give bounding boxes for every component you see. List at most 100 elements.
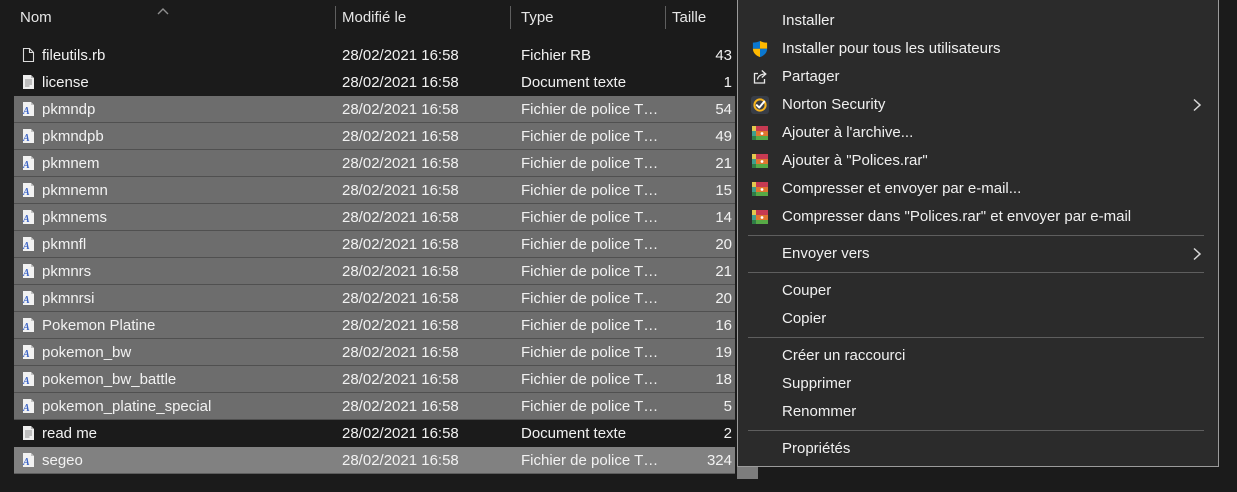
file-type-cell: Fichier de police T… <box>521 371 659 388</box>
file-row[interactable]: A pokemon_bw 28/02/2021 16:58 Fichier de… <box>14 339 735 366</box>
menu-item-label: Renommer <box>782 403 857 420</box>
context-menu-item[interactable]: Installer pour tous les utilisateurs <box>738 35 1218 63</box>
file-modified-cell: 28/02/2021 16:58 <box>342 236 459 253</box>
context-menu-item[interactable]: Installer <box>738 7 1218 35</box>
file-type-cell: Fichier de police T… <box>521 155 659 172</box>
file-modified-cell: 28/02/2021 16:58 <box>342 128 459 145</box>
context-menu-item[interactable]: Partager <box>738 63 1218 91</box>
file-row[interactable]: A pkmndp 28/02/2021 16:58 Fichier de pol… <box>14 96 735 123</box>
sort-ascending-icon <box>155 3 171 15</box>
context-menu-item[interactable]: Renommer <box>738 398 1218 426</box>
file-type-cell: Fichier de police T… <box>521 344 659 361</box>
menu-item-label: Compresser et envoyer par e-mail... <box>782 180 1022 197</box>
column-header-type[interactable]: Type <box>521 9 554 26</box>
file-row[interactable]: fileutils.rb 28/02/2021 16:58 Fichier RB… <box>14 42 735 69</box>
file-name-cell: pkmndp <box>42 101 96 118</box>
menu-item-label: Envoyer vers <box>782 245 870 262</box>
column-header-modified[interactable]: Modifié le <box>342 9 407 26</box>
menu-item-label: Compresser dans "Polices.rar" et envoyer… <box>782 208 1132 225</box>
file-row[interactable]: A Pokemon Platine 28/02/2021 16:58 Fichi… <box>14 312 735 339</box>
font-file-icon: A <box>20 236 36 252</box>
chevron-right-icon <box>1192 98 1202 112</box>
svg-text:A: A <box>22 322 30 333</box>
menu-item-label: Partager <box>782 68 840 85</box>
winrar-icon <box>751 208 769 226</box>
svg-text:A: A <box>22 241 30 252</box>
font-file-icon: A <box>20 182 36 198</box>
file-row[interactable]: A pkmndpb 28/02/2021 16:58 Fichier de po… <box>14 123 735 150</box>
file-type-cell: Fichier de police T… <box>521 182 659 199</box>
uac-shield-icon <box>751 40 769 58</box>
column-resize-handle[interactable] <box>665 6 666 29</box>
context-menu-item[interactable]: Ajouter à l'archive... <box>738 119 1218 147</box>
column-resize-handle[interactable] <box>335 6 336 29</box>
file-row[interactable]: A pokemon_bw_battle 28/02/2021 16:58 Fic… <box>14 366 735 393</box>
file-size-cell: 21 <box>715 263 732 280</box>
file-list-pane: Nom Modifié le Type Taille fileutils.rb … <box>14 3 735 474</box>
file-type-cell: Document texte <box>521 74 627 91</box>
svg-text:A: A <box>22 457 30 468</box>
file-row[interactable]: A pkmnem 28/02/2021 16:58 Fichier de pol… <box>14 150 735 177</box>
file-modified-cell: 28/02/2021 16:58 <box>342 398 459 415</box>
context-menu-item[interactable]: Compresser dans "Polices.rar" et envoyer… <box>738 203 1218 231</box>
file-size-cell: 5 <box>723 398 732 415</box>
file-modified-cell: 28/02/2021 16:58 <box>342 182 459 199</box>
menu-item-label: Ajouter à l'archive... <box>782 124 914 141</box>
svg-text:A: A <box>22 214 30 225</box>
file-row[interactable]: license 28/02/2021 16:58 Document texte … <box>14 69 735 96</box>
file-row[interactable]: A pokemon_platine_special 28/02/2021 16:… <box>14 393 735 420</box>
column-resize-handle[interactable] <box>510 6 511 29</box>
file-type-cell: Fichier de police T… <box>521 398 659 415</box>
font-file-icon: A <box>20 101 36 117</box>
menu-item-label: Installer pour tous les utilisateurs <box>782 40 1001 57</box>
context-menu-item[interactable]: Créer un raccourci <box>738 342 1218 370</box>
file-name-cell: read me <box>42 425 98 442</box>
file-row[interactable]: A pkmnemn 28/02/2021 16:58 Fichier de po… <box>14 177 735 204</box>
menu-item-label: Couper <box>782 282 832 299</box>
file-row[interactable]: A pkmnems 28/02/2021 16:58 Fichier de po… <box>14 204 735 231</box>
file-size-cell: 20 <box>715 290 732 307</box>
file-row[interactable]: A pkmnfl 28/02/2021 16:58 Fichier de pol… <box>14 231 735 258</box>
file-size-cell: 18 <box>715 371 732 388</box>
file-name-cell: pokemon_bw_battle <box>42 371 177 388</box>
context-menu-item[interactable]: Supprimer <box>738 370 1218 398</box>
file-modified-cell: 28/02/2021 16:58 <box>342 155 459 172</box>
file-size-cell: 324 <box>706 452 732 469</box>
menu-separator <box>738 231 1218 240</box>
winrar-icon <box>751 152 769 170</box>
file-row[interactable]: read me 28/02/2021 16:58 Document texte … <box>14 420 735 447</box>
file-row[interactable]: A pkmnrsi 28/02/2021 16:58 Fichier de po… <box>14 285 735 312</box>
file-name-cell: pkmnrsi <box>42 290 95 307</box>
menu-separator <box>738 268 1218 277</box>
file-type-cell: Fichier de police T… <box>521 128 659 145</box>
winrar-icon <box>751 124 769 142</box>
column-header-name[interactable]: Nom <box>20 9 52 26</box>
context-menu-item[interactable]: Propriétés <box>738 435 1218 463</box>
context-menu-item[interactable]: Copier <box>738 305 1218 333</box>
file-type-cell: Document texte <box>521 425 627 442</box>
context-menu-item[interactable]: Compresser et envoyer par e-mail... <box>738 175 1218 203</box>
svg-text:A: A <box>22 403 30 414</box>
font-file-icon: A <box>20 263 36 279</box>
font-file-icon: A <box>20 371 36 387</box>
menu-item-label: Propriétés <box>782 440 851 457</box>
context-menu: Installer Installer pour tous les utilis… <box>737 0 1219 467</box>
file-name-cell: Pokemon Platine <box>42 317 156 334</box>
context-menu-item[interactable]: Envoyer vers <box>738 240 1218 268</box>
file-type-cell: Fichier RB <box>521 47 592 64</box>
file-modified-cell: 28/02/2021 16:58 <box>342 47 459 64</box>
font-file-icon: A <box>20 317 36 333</box>
file-size-cell: 49 <box>715 128 732 145</box>
file-size-cell: 1 <box>723 74 732 91</box>
context-menu-item[interactable]: Norton Security <box>738 91 1218 119</box>
menu-item-label: Installer <box>782 12 835 29</box>
file-modified-cell: 28/02/2021 16:58 <box>342 425 459 442</box>
context-menu-item[interactable]: Couper <box>738 277 1218 305</box>
scrollbar-fragment[interactable] <box>737 467 758 479</box>
menu-item-label: Norton Security <box>782 96 886 113</box>
column-header-size[interactable]: Taille <box>672 9 707 26</box>
svg-text:A: A <box>22 349 30 360</box>
file-row[interactable]: A pkmnrs 28/02/2021 16:58 Fichier de pol… <box>14 258 735 285</box>
file-row[interactable]: A segeo 28/02/2021 16:58 Fichier de poli… <box>14 447 735 474</box>
context-menu-item[interactable]: Ajouter à "Polices.rar" <box>738 147 1218 175</box>
